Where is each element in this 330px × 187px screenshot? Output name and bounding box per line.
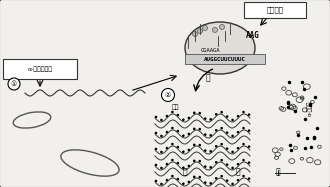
Circle shape	[210, 118, 212, 121]
Circle shape	[231, 183, 234, 185]
Circle shape	[166, 131, 168, 134]
Circle shape	[187, 133, 190, 135]
Text: 丁: 丁	[276, 168, 280, 177]
Circle shape	[171, 127, 174, 129]
Text: ②: ②	[165, 92, 171, 98]
Circle shape	[155, 116, 157, 118]
Circle shape	[193, 176, 196, 178]
FancyBboxPatch shape	[3, 59, 77, 79]
Circle shape	[204, 165, 207, 168]
Circle shape	[219, 24, 224, 30]
Circle shape	[155, 132, 157, 134]
Circle shape	[242, 143, 245, 145]
Circle shape	[198, 176, 201, 178]
FancyBboxPatch shape	[244, 2, 306, 18]
Circle shape	[198, 128, 201, 131]
Circle shape	[160, 119, 163, 121]
Circle shape	[226, 179, 228, 182]
Circle shape	[166, 163, 168, 165]
Circle shape	[215, 161, 217, 164]
Circle shape	[220, 111, 223, 114]
Circle shape	[161, 88, 175, 102]
Circle shape	[187, 149, 190, 151]
Circle shape	[226, 147, 228, 150]
Circle shape	[193, 144, 196, 146]
Circle shape	[182, 183, 185, 185]
Circle shape	[166, 179, 168, 181]
Circle shape	[182, 166, 185, 169]
Circle shape	[210, 150, 212, 153]
Circle shape	[198, 112, 201, 114]
Circle shape	[204, 149, 207, 152]
Circle shape	[242, 111, 245, 113]
Text: AAG: AAG	[246, 30, 260, 39]
Circle shape	[204, 181, 207, 184]
Text: 苯丙氨酸: 苯丙氨酸	[267, 7, 283, 13]
Circle shape	[166, 115, 168, 117]
Circle shape	[182, 150, 185, 153]
Circle shape	[177, 162, 179, 164]
Circle shape	[177, 130, 179, 132]
Circle shape	[193, 160, 196, 162]
Circle shape	[226, 115, 228, 118]
Circle shape	[155, 180, 157, 182]
Circle shape	[204, 133, 207, 136]
Circle shape	[248, 129, 250, 132]
Circle shape	[203, 25, 208, 30]
Circle shape	[187, 165, 190, 167]
Circle shape	[187, 117, 190, 119]
Circle shape	[160, 167, 163, 169]
Text: α-淀粉酶基因: α-淀粉酶基因	[27, 66, 52, 72]
Circle shape	[210, 166, 212, 169]
Circle shape	[155, 164, 157, 166]
Circle shape	[248, 113, 250, 116]
Circle shape	[215, 113, 217, 116]
Text: CGAAGA: CGAAGA	[200, 47, 220, 53]
Circle shape	[197, 28, 203, 33]
FancyBboxPatch shape	[185, 54, 265, 64]
Circle shape	[193, 128, 196, 130]
Circle shape	[231, 151, 234, 153]
Circle shape	[198, 144, 201, 146]
Text: 乙: 乙	[183, 168, 187, 177]
Circle shape	[220, 159, 223, 161]
Circle shape	[193, 111, 196, 114]
Circle shape	[166, 147, 168, 149]
Circle shape	[171, 159, 174, 161]
Circle shape	[220, 143, 223, 145]
Circle shape	[177, 178, 179, 180]
Circle shape	[210, 182, 212, 185]
Circle shape	[248, 161, 250, 164]
Circle shape	[231, 119, 234, 121]
Circle shape	[204, 117, 207, 120]
Text: 甲: 甲	[206, 73, 210, 82]
Circle shape	[248, 177, 250, 180]
Text: α-淀粉酶: α-淀粉酶	[307, 100, 313, 116]
Ellipse shape	[185, 22, 255, 74]
Circle shape	[177, 114, 179, 116]
Circle shape	[237, 115, 239, 117]
Circle shape	[242, 127, 245, 129]
Circle shape	[155, 148, 157, 150]
Circle shape	[231, 135, 234, 137]
Text: ①: ①	[11, 81, 17, 87]
Circle shape	[226, 163, 228, 166]
Circle shape	[242, 159, 245, 161]
Circle shape	[160, 183, 163, 185]
Circle shape	[171, 175, 174, 177]
Circle shape	[171, 111, 174, 113]
Circle shape	[215, 145, 217, 148]
Circle shape	[237, 179, 239, 182]
Text: 放大: 放大	[171, 104, 179, 110]
Circle shape	[248, 145, 250, 148]
Circle shape	[8, 78, 20, 90]
Circle shape	[220, 175, 223, 177]
Circle shape	[182, 118, 185, 121]
Circle shape	[215, 177, 217, 180]
Circle shape	[226, 131, 228, 134]
Circle shape	[177, 146, 179, 148]
Text: AUGGCUUCUUUC: AUGGCUUCUUUC	[204, 56, 246, 62]
Circle shape	[182, 134, 185, 137]
Circle shape	[171, 143, 174, 145]
